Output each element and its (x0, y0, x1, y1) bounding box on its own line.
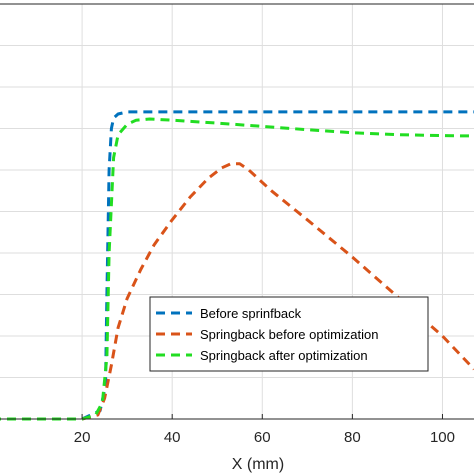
series-line-3 (0, 117, 474, 421)
x-tick-label: 60 (254, 429, 271, 446)
series-lines (0, 110, 474, 421)
series-line-2 (0, 162, 474, 421)
x-tick-label: 80 (344, 429, 361, 446)
x-tick-label: 100 (430, 429, 455, 446)
tick-labels: 20 40 60 80 100 (74, 429, 455, 446)
legend-box (149, 296, 429, 372)
legend-label-3: Springback after optimization (200, 348, 368, 363)
legend-label-1: Before sprinfback (200, 306, 302, 321)
axes (0, 3, 474, 420)
x-tick-label: 40 (164, 429, 181, 446)
legend-label-2: Springback before optimization (200, 327, 379, 342)
x-axis-label: X (mm) (232, 456, 284, 473)
x-tick-label: 20 (74, 429, 91, 446)
series-line-1 (0, 110, 474, 421)
legend: Before sprinfback Springback before optim… (149, 296, 429, 372)
